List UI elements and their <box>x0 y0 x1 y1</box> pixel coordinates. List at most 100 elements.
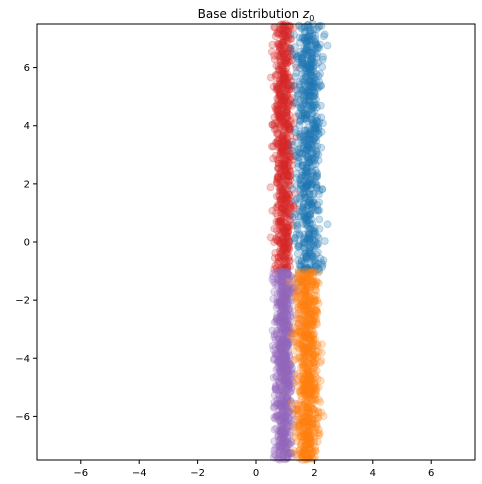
data-point <box>280 56 288 65</box>
data-point <box>273 84 282 92</box>
data-point <box>274 217 283 226</box>
data-point <box>279 455 288 463</box>
data-point <box>274 101 283 110</box>
data-point <box>284 57 293 66</box>
data-point <box>285 243 293 252</box>
data-point <box>304 222 313 231</box>
data-point <box>274 139 283 148</box>
data-point <box>276 61 285 70</box>
data-point <box>297 129 306 138</box>
data-point <box>278 193 287 202</box>
data-point <box>277 218 286 227</box>
data-point <box>296 174 305 183</box>
data-point <box>295 231 304 240</box>
data-point <box>277 219 286 228</box>
data-point <box>297 58 306 67</box>
data-point <box>304 123 313 132</box>
data-point <box>282 133 291 142</box>
data-point <box>282 102 291 111</box>
data-point <box>309 92 318 101</box>
data-point <box>285 252 294 261</box>
data-point <box>299 243 308 252</box>
data-point <box>275 25 284 34</box>
data-point <box>282 56 291 65</box>
data-point <box>303 210 312 219</box>
data-point <box>283 230 292 239</box>
data-point <box>276 148 285 156</box>
data-point <box>282 256 291 265</box>
data-point <box>283 147 292 156</box>
data-point <box>278 47 287 56</box>
data-point <box>277 52 286 61</box>
data-point <box>283 264 292 273</box>
data-point <box>275 247 284 256</box>
data-point <box>308 31 317 40</box>
data-point <box>282 259 291 268</box>
data-point <box>307 105 316 114</box>
data-point <box>268 341 277 350</box>
data-point <box>295 121 304 130</box>
data-point <box>279 40 288 49</box>
data-point <box>301 146 310 155</box>
data-point <box>284 177 293 186</box>
data-point <box>276 110 285 119</box>
data-point <box>312 70 321 79</box>
data-point <box>276 192 284 201</box>
data-point <box>280 160 289 169</box>
data-point <box>282 27 290 36</box>
data-point <box>279 128 288 137</box>
data-point <box>273 136 282 145</box>
data-point <box>277 70 286 79</box>
data-point <box>295 148 304 157</box>
data-point <box>282 106 291 115</box>
data-point <box>275 219 283 227</box>
data-point <box>311 266 320 275</box>
data-point <box>303 432 312 441</box>
data-point <box>279 128 288 137</box>
data-point <box>276 114 284 123</box>
data-point <box>272 82 281 91</box>
data-point <box>280 224 289 233</box>
data-point <box>281 191 290 200</box>
data-point <box>315 215 324 224</box>
data-point <box>300 298 309 307</box>
data-point <box>278 32 287 41</box>
data-point <box>292 151 301 160</box>
data-point <box>296 179 305 188</box>
data-point <box>300 212 309 221</box>
data-point <box>276 143 285 151</box>
data-point <box>287 85 296 93</box>
data-point <box>304 143 313 152</box>
data-point <box>305 233 314 242</box>
data-point <box>278 112 287 121</box>
data-point <box>283 50 292 59</box>
data-point <box>304 277 312 286</box>
data-point <box>266 233 275 242</box>
data-point <box>280 167 289 176</box>
data-point <box>286 34 295 43</box>
data-point <box>299 136 308 145</box>
data-point <box>276 195 285 204</box>
data-point <box>282 167 291 176</box>
data-point <box>278 142 287 151</box>
data-point <box>307 66 316 75</box>
data-point <box>298 100 307 109</box>
data-point <box>312 95 320 104</box>
data-point <box>277 198 286 207</box>
data-point <box>274 173 282 182</box>
data-point <box>298 85 307 94</box>
data-point <box>279 93 288 102</box>
data-point <box>280 161 289 170</box>
data-point <box>301 289 310 298</box>
data-point <box>280 77 289 86</box>
data-point <box>279 234 288 243</box>
data-point <box>274 163 283 172</box>
data-point <box>279 79 288 88</box>
data-point <box>278 48 287 57</box>
data-point <box>286 171 295 180</box>
data-point <box>283 209 292 218</box>
data-point <box>290 356 299 365</box>
data-point <box>279 24 288 33</box>
data-point <box>283 120 291 129</box>
data-point <box>278 160 287 169</box>
